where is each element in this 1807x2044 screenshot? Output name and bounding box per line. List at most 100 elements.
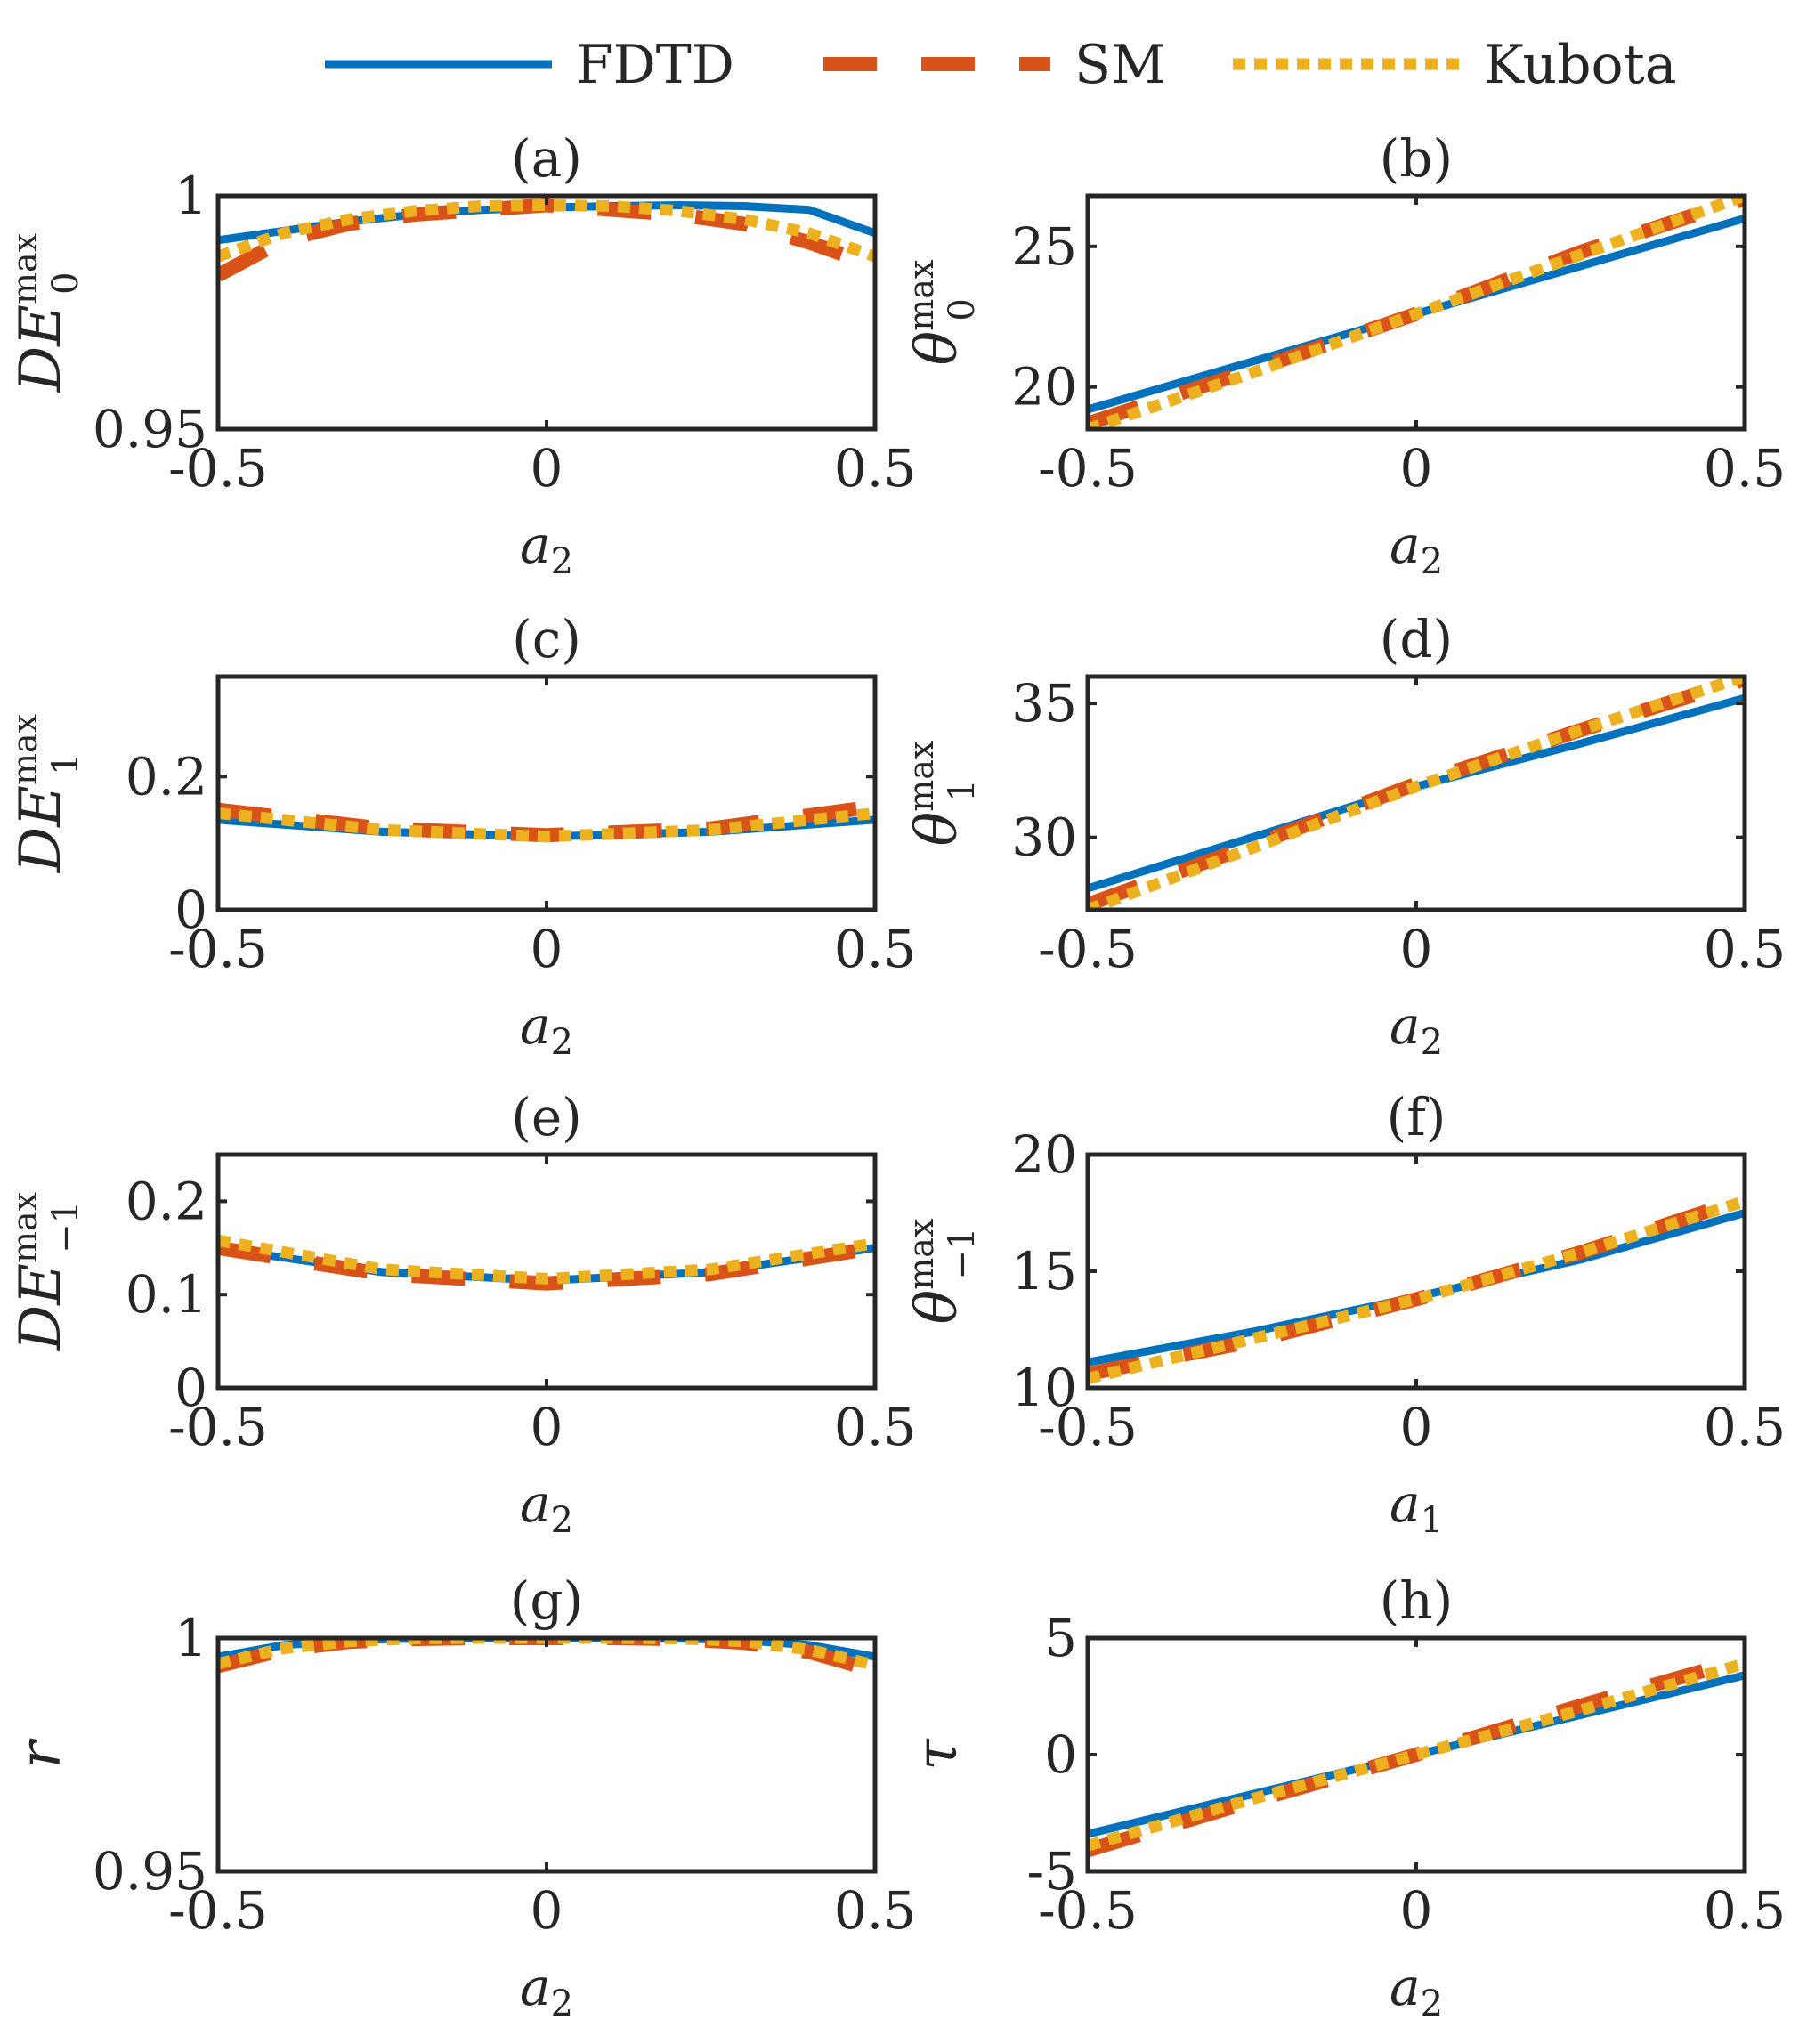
series-group xyxy=(1088,677,1745,910)
x-tick-label: 0.5 xyxy=(834,438,916,499)
x-tick-label: -0.5 xyxy=(168,438,268,499)
panel-title: (h) xyxy=(1380,1570,1454,1631)
x-tick-label: 0 xyxy=(531,919,563,979)
x-tick-label: 0.5 xyxy=(1704,919,1786,979)
y-axis-label: DEmax0 xyxy=(5,233,86,393)
x-axis-label: a2 xyxy=(520,1957,573,2024)
panel-title: (c) xyxy=(512,609,581,669)
x-tick-label: 0 xyxy=(1400,438,1433,499)
y-tick-label: 15 xyxy=(1011,1241,1077,1302)
y-tick-label: 0 xyxy=(1044,1724,1077,1785)
panel-title: (f) xyxy=(1387,1087,1446,1148)
y-axis-label: r xyxy=(8,1738,74,1768)
y-tick-label: 25 xyxy=(1011,216,1077,277)
y-tick-label: 20 xyxy=(1011,1124,1077,1185)
series-group xyxy=(218,799,875,843)
x-axis-label: a2 xyxy=(520,1473,573,1541)
legend-entry-fdtd: FDTD xyxy=(325,34,734,96)
x-tick-label: 0 xyxy=(531,1880,563,1941)
series-kubota xyxy=(218,807,875,843)
x-tick-label: -0.5 xyxy=(168,1880,268,1941)
legend-label-sm: SM xyxy=(1074,34,1166,96)
y-tick-label: 30 xyxy=(1011,807,1077,868)
series-fdtd xyxy=(1088,1209,1745,1367)
x-tick-label: 0 xyxy=(1400,919,1433,979)
x-axis-label: a2 xyxy=(1390,995,1443,1063)
y-tick-label: 20 xyxy=(1011,357,1077,418)
x-tick-label: -0.5 xyxy=(1038,1397,1138,1457)
y-tick-label: 35 xyxy=(1011,673,1077,734)
panel-title: (a) xyxy=(511,128,582,189)
x-tick-label: -0.5 xyxy=(1038,438,1138,499)
y-tick-label: 0.1 xyxy=(126,1264,207,1325)
x-tick-label: 0.5 xyxy=(834,1397,916,1457)
series-kubota xyxy=(1088,196,1745,429)
y-tick-label: 10 xyxy=(1011,1358,1077,1418)
x-axis-label: a2 xyxy=(1390,1957,1443,2024)
series-kubota xyxy=(1088,677,1745,910)
y-axis-label: DEmax1 xyxy=(5,714,86,873)
legend-entry-kubota: Kubota xyxy=(1233,34,1677,96)
x-tick-label: 0.5 xyxy=(1704,1397,1786,1457)
series-group xyxy=(218,198,875,282)
x-tick-label: 0.5 xyxy=(834,919,916,979)
series-kubota xyxy=(218,1234,875,1285)
legend-label-kubota: Kubota xyxy=(1484,34,1677,96)
series-sm xyxy=(1088,1192,1745,1382)
series-fdtd xyxy=(1088,694,1745,893)
panel-d: (d) -0.5 0 0.5 30 35 a2 θmax1 xyxy=(902,609,1786,1063)
y-tick-label: 0.2 xyxy=(126,1171,207,1231)
x-axis-label: a2 xyxy=(520,515,573,582)
panel-f: (f) -0.5 0 0.5 10 15 20 a1 θmax−1 xyxy=(902,1087,1786,1541)
series-group xyxy=(1088,1192,1745,1384)
panel-h: (h) -0.5 0 0.5 -5 0 5 a2 τ xyxy=(904,1570,1786,2024)
panel-g: (g) -0.5 0 0.5 0.95 1 a2 r xyxy=(8,1570,916,2024)
y-tick-label: 5 xyxy=(1044,1608,1077,1668)
x-tick-label: -0.5 xyxy=(168,919,268,979)
y-tick-label: 0 xyxy=(174,1358,207,1418)
y-tick-label: 0.95 xyxy=(93,1841,207,1902)
panel-title: (e) xyxy=(511,1087,582,1148)
y-tick-label: 1 xyxy=(174,166,207,226)
x-tick-label: -0.5 xyxy=(168,1397,268,1457)
panel-title: (b) xyxy=(1380,128,1453,189)
y-tick-label: -5 xyxy=(1027,1841,1078,1902)
x-tick-label: 0 xyxy=(1400,1397,1433,1457)
legend-label-fdtd: FDTD xyxy=(576,34,734,96)
y-axis-label: θmax0 xyxy=(902,260,983,366)
axes-frame xyxy=(215,1635,878,1874)
series-kubota xyxy=(218,1638,875,1671)
y-axis-label: DEmax−1 xyxy=(5,1192,86,1351)
x-tick-label: 0.5 xyxy=(1704,438,1786,499)
x-tick-label: 0 xyxy=(531,1397,563,1457)
axes-frame xyxy=(215,674,878,912)
x-tick-label: -0.5 xyxy=(1038,919,1138,979)
x-tick-label: 0.5 xyxy=(834,1880,916,1941)
series-kubota xyxy=(218,199,875,263)
series-group xyxy=(1088,196,1745,429)
panel-a: (a) -0.5 0 0.5 0.95 1 a2 DEmax0 xyxy=(5,128,916,582)
x-tick-label: 0 xyxy=(531,438,563,499)
series-group xyxy=(218,1638,875,1678)
y-axis-label: τ xyxy=(904,1738,970,1771)
panel-b: (b) -0.5 0 0.5 20 25 a2 θmax0 xyxy=(902,128,1786,582)
x-tick-label: 0 xyxy=(1400,1880,1433,1941)
series-group xyxy=(218,1234,875,1291)
series-kubota xyxy=(1088,1658,1745,1852)
x-axis-label: a2 xyxy=(520,995,573,1063)
y-tick-label: 1 xyxy=(174,1608,207,1668)
x-axis-label: a1 xyxy=(1390,1473,1443,1541)
y-tick-label: 0.2 xyxy=(126,746,207,807)
legend: FDTD SM Kubota xyxy=(325,34,1677,96)
series-group xyxy=(1088,1651,1745,1858)
y-axis-label: θmax−1 xyxy=(902,1219,983,1325)
x-tick-label: 0.5 xyxy=(1704,1880,1786,1941)
panel-title: (g) xyxy=(510,1570,583,1631)
x-tick-label: -0.5 xyxy=(1038,1880,1138,1941)
series-kubota xyxy=(1088,1196,1745,1384)
axes-frame xyxy=(215,1152,878,1391)
